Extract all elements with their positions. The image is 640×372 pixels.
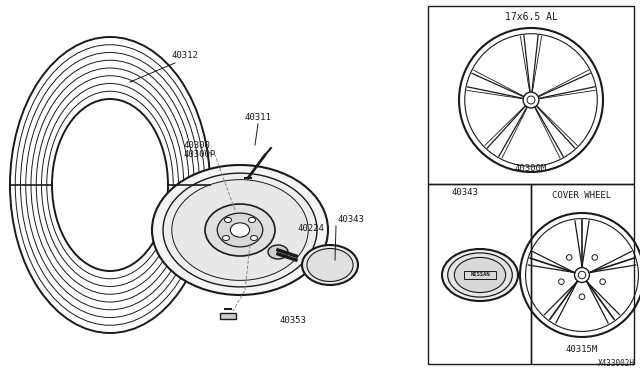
Text: 40300P: 40300P [183, 150, 215, 159]
Ellipse shape [248, 218, 255, 222]
Text: 17x6.5 AL: 17x6.5 AL [504, 12, 557, 22]
Bar [428, 6, 634, 184]
Ellipse shape [230, 223, 250, 237]
Ellipse shape [268, 245, 288, 259]
Text: 40353: 40353 [280, 316, 307, 325]
Circle shape [527, 96, 535, 104]
Ellipse shape [454, 257, 506, 292]
Circle shape [600, 279, 605, 285]
Ellipse shape [250, 235, 257, 241]
Ellipse shape [217, 213, 263, 247]
Ellipse shape [205, 204, 275, 256]
Ellipse shape [225, 218, 232, 222]
Ellipse shape [152, 165, 328, 295]
Text: COVER WHEEL: COVER WHEEL [552, 191, 612, 200]
Text: 40343: 40343 [338, 215, 365, 224]
Text: 40224: 40224 [298, 224, 325, 233]
Text: 40315M: 40315M [566, 345, 598, 354]
Ellipse shape [448, 253, 512, 297]
Ellipse shape [442, 249, 518, 301]
Ellipse shape [163, 173, 317, 287]
Text: 40300M: 40300M [515, 164, 547, 173]
Circle shape [559, 279, 564, 285]
Bar [428, 184, 531, 364]
Circle shape [579, 271, 586, 279]
Text: 40311: 40311 [244, 113, 271, 122]
Circle shape [579, 294, 585, 299]
FancyBboxPatch shape [220, 313, 236, 319]
Text: 40343: 40343 [452, 188, 479, 197]
Ellipse shape [307, 248, 353, 282]
Circle shape [592, 255, 598, 260]
Ellipse shape [302, 245, 358, 285]
Bar [531, 184, 634, 364]
Text: 40300: 40300 [183, 141, 210, 150]
Text: X433002H: X433002H [598, 359, 635, 368]
Text: NISSAN: NISSAN [470, 273, 490, 278]
Text: 40312: 40312 [172, 51, 198, 60]
Ellipse shape [172, 180, 308, 280]
Circle shape [566, 255, 572, 260]
Ellipse shape [223, 235, 230, 241]
